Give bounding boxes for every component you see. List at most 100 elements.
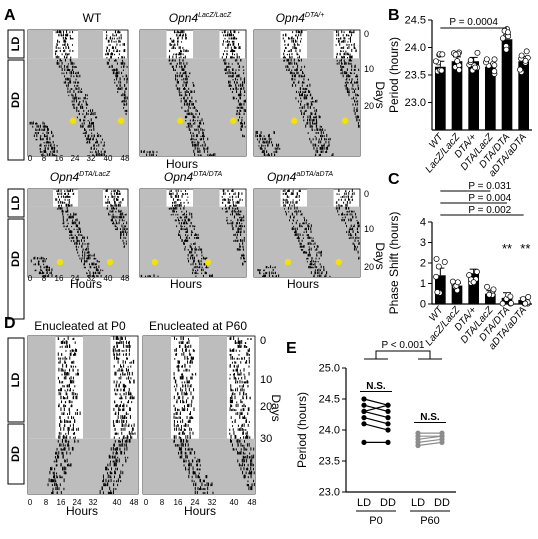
hours-label: Hours xyxy=(170,277,202,291)
activity-bar xyxy=(253,479,255,483)
activity-bar xyxy=(123,43,125,46)
activity-bar xyxy=(340,196,342,198)
activity-bar xyxy=(181,66,183,68)
svg-text:0: 0 xyxy=(364,189,369,199)
activity-bar xyxy=(123,103,125,106)
activity-bar xyxy=(190,256,192,260)
activity-bar xyxy=(114,204,116,207)
activity-bar xyxy=(240,106,242,109)
activity-bar xyxy=(250,470,252,475)
activity-bar xyxy=(56,55,58,59)
activity-bar xyxy=(288,53,290,56)
activity-bar xyxy=(74,436,76,439)
activity-bar xyxy=(192,373,194,376)
activity-bar xyxy=(112,447,114,451)
activity-bar xyxy=(197,272,199,275)
activity-bar xyxy=(197,116,199,119)
activity-bar xyxy=(184,247,186,251)
activity-bar xyxy=(337,207,339,210)
activity-bar xyxy=(173,39,175,43)
activity-bar xyxy=(227,39,229,43)
svg-text:24: 24 xyxy=(71,274,80,283)
activity-bar xyxy=(356,107,358,109)
svg-text:32: 32 xyxy=(89,498,98,507)
activity-bar xyxy=(239,106,241,109)
activity-bar xyxy=(303,216,305,219)
activity-bar xyxy=(65,33,67,37)
activity-bar xyxy=(268,141,270,144)
actogram-dta-dta xyxy=(139,188,247,278)
condition-box-dd-top: DD xyxy=(7,59,25,161)
activity-bar xyxy=(112,45,114,49)
activity-bar xyxy=(293,227,295,231)
activity-bar xyxy=(87,134,89,138)
activity-bar xyxy=(50,150,52,153)
activity-bar xyxy=(120,480,122,483)
activity-bar xyxy=(121,365,123,368)
activity-bar xyxy=(237,106,239,109)
activity-bar xyxy=(62,396,64,400)
activity-bar xyxy=(184,110,186,112)
activity-bar xyxy=(309,263,311,266)
activity-bar xyxy=(54,147,56,150)
activity-bar xyxy=(121,56,123,59)
activity-bar xyxy=(73,221,75,225)
data-point xyxy=(503,46,510,53)
activity-bar xyxy=(122,75,124,78)
activity-bar xyxy=(316,255,318,257)
activity-bar xyxy=(86,94,88,97)
activity-bar xyxy=(187,448,189,451)
activity-bar xyxy=(354,81,356,84)
x-tick-label: DD xyxy=(380,497,396,509)
activity-bar xyxy=(354,68,356,71)
activity-bar xyxy=(242,242,244,245)
activity-bar xyxy=(42,153,44,156)
activity-bar xyxy=(70,216,72,219)
activity-bar xyxy=(282,201,284,204)
activity-bar xyxy=(126,404,128,408)
activity-bar xyxy=(292,66,294,68)
activity-bar xyxy=(348,228,350,231)
activity-bar xyxy=(83,256,85,260)
activity-bar xyxy=(320,265,322,269)
activity-bar xyxy=(76,239,78,242)
activity-bar xyxy=(63,448,65,451)
activity-bar xyxy=(86,257,88,260)
activity-bar xyxy=(67,199,69,201)
activity-bar xyxy=(190,403,192,408)
activity-bar xyxy=(198,458,200,463)
ld-dark-shading xyxy=(193,30,220,59)
activity-bar xyxy=(295,196,297,198)
activity-bar xyxy=(69,71,71,75)
activity-bar xyxy=(99,490,101,494)
activity-bar xyxy=(183,102,185,106)
activity-bar xyxy=(71,61,73,65)
activity-bar xyxy=(341,46,343,49)
activity-bar xyxy=(49,141,51,144)
activity-bar xyxy=(189,119,191,122)
activity-bar xyxy=(186,126,188,128)
activity-bar xyxy=(192,417,194,419)
activity-bar xyxy=(182,228,184,231)
activity-bar xyxy=(52,487,54,491)
activity-bar xyxy=(233,37,235,40)
activity-bar xyxy=(102,269,104,272)
activity-bar xyxy=(204,145,206,147)
activity-bar xyxy=(196,147,198,150)
activity-bar xyxy=(197,468,199,471)
activity-bar xyxy=(355,81,357,84)
activity-bar xyxy=(35,122,37,125)
activity-bar xyxy=(70,420,72,423)
activity-bar xyxy=(51,491,53,494)
activity-bar xyxy=(172,204,174,207)
activity-bar xyxy=(182,430,184,435)
activity-bar xyxy=(63,427,65,431)
activity-bar xyxy=(223,189,225,192)
activity-bar xyxy=(309,83,311,87)
activity-bar xyxy=(124,48,126,53)
activity-bar xyxy=(202,134,204,138)
activity-bar xyxy=(348,59,350,62)
activity-bar xyxy=(79,228,81,231)
activity-bar xyxy=(118,203,120,207)
activity-bar xyxy=(312,237,314,239)
